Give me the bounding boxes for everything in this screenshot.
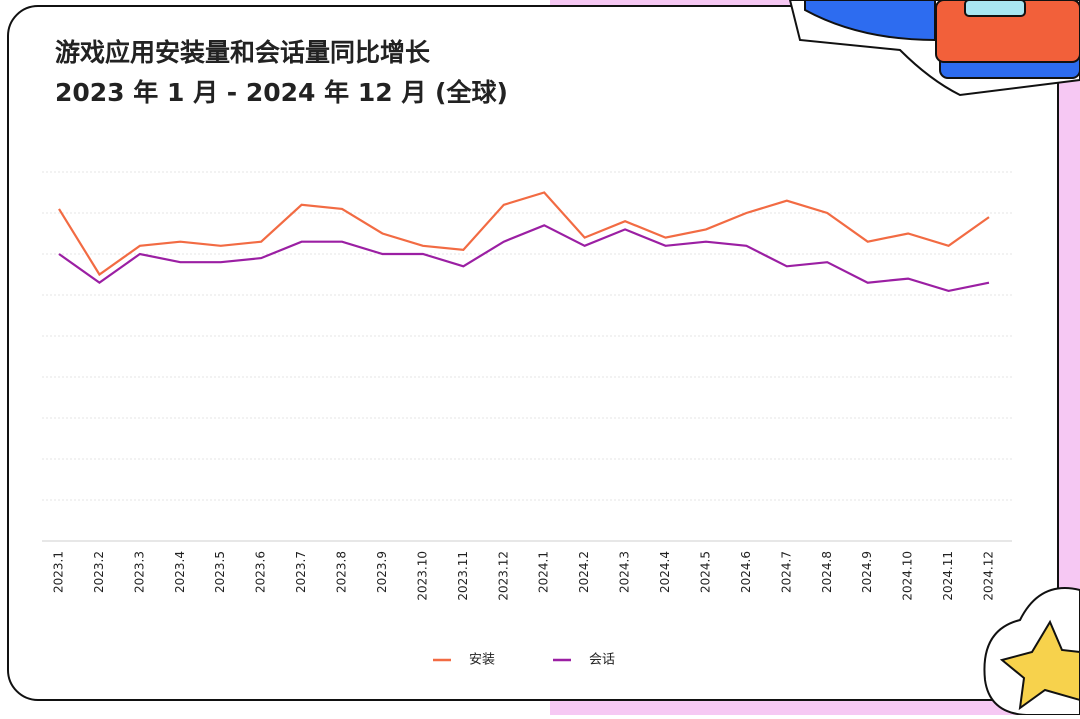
x-tick-label: 2023.7 [294, 551, 308, 593]
chart-title: 游戏应用安装量和会话量同比增长 [55, 38, 431, 67]
x-tick-label: 2023.10 [415, 551, 429, 601]
x-tick-label: 2023.1 [52, 551, 66, 593]
x-tick-label: 2023.2 [92, 551, 106, 593]
x-tick-label: 2024.6 [739, 551, 753, 593]
x-tick-label: 2024.4 [658, 551, 672, 593]
x-tick-label: 2024.3 [618, 551, 632, 593]
series-line [58, 191, 990, 277]
decoration-top [788, 0, 1080, 97]
x-tick-label: 2023.11 [456, 551, 470, 601]
x-tick-label: 2024.1 [537, 551, 551, 593]
x-tick-label: 2024.11 [941, 551, 955, 601]
x-tick-label: 2023.3 [132, 551, 146, 593]
x-tick-label: 2023.5 [213, 551, 227, 593]
plot: 2023.1 2023.2 2023.3 2023.4 2023.5 2023.6 2023… [42, 171, 1012, 668]
x-tick-label: 2023.4 [173, 551, 187, 593]
x-tick-label: 2024.5 [698, 551, 712, 593]
x-tick-label: 2024.8 [820, 551, 834, 593]
card [7, 5, 1059, 701]
x-tick-label: 2024.12 [982, 551, 996, 601]
chart-subtitle: 2023 年 1 月 - 2024 年 12 月 (全球) [55, 78, 508, 107]
legend-label: 会话 [589, 653, 615, 668]
x-tick-label: 2024.9 [860, 551, 874, 593]
x-tick-label: 2024.2 [577, 551, 591, 593]
decoration-star [983, 587, 1080, 716]
legend-label: 安装 [469, 653, 495, 668]
x-tick-label: 2024.7 [779, 551, 793, 593]
x-tick-label: 2023.12 [496, 551, 510, 601]
x-tick-label: 2023.6 [254, 551, 268, 593]
x-tick-label: 2023.8 [335, 551, 349, 593]
x-tick-label: 2024.10 [901, 551, 915, 601]
series-line [58, 224, 990, 293]
x-tick-label: 2023.9 [375, 551, 389, 593]
